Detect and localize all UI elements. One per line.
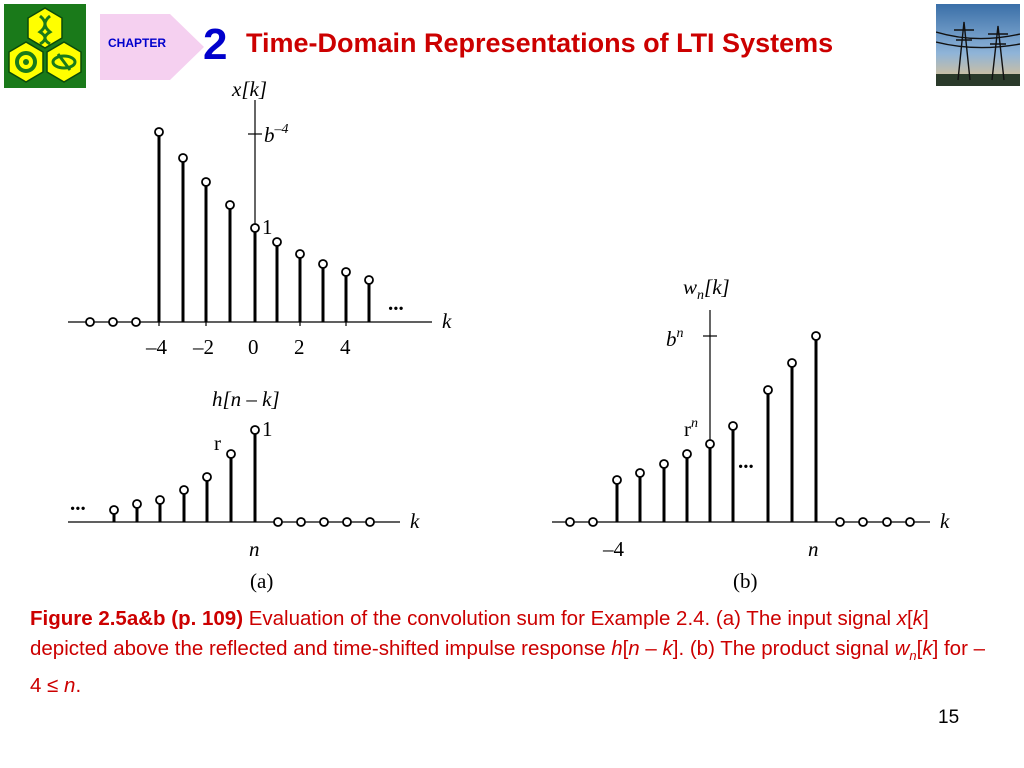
page-number: 15: [938, 707, 960, 728]
x-k-point: [272, 237, 282, 247]
x-k-point: [108, 317, 118, 327]
k-axis-label-a-bottom: k: [410, 509, 420, 533]
b-minus4-label: b–4: [264, 122, 289, 147]
h-n-minus-k-point: [365, 517, 375, 527]
w-n-k-point: [565, 517, 575, 527]
h-n-minus-k-point: [132, 499, 142, 509]
tick-minus2: –2: [192, 335, 214, 359]
x-k-point: [295, 249, 305, 259]
h-n-minus-k-point: [273, 517, 283, 527]
chapter-number: 2: [203, 20, 228, 69]
unit-label-a-bottom: 1: [262, 417, 273, 441]
x-k-point: [318, 259, 328, 269]
r-label: r: [214, 431, 221, 455]
w-n-k-label: wn[k]: [683, 275, 730, 303]
h-n-minus-k-point: [155, 495, 165, 505]
subfigure-b-label: (b): [733, 569, 758, 593]
tick-2: 2: [294, 335, 305, 359]
ellipsis-a-top: ...: [388, 291, 404, 315]
caption-lead: Figure 2.5a&b (p. 109): [30, 607, 244, 630]
chapter-tab: [100, 14, 204, 80]
h-n-minus-k-point: [296, 517, 306, 527]
convolution-figure: x[k] b–4 1 ... k –4 –2 0 2 4 h[n – k] 1 …: [68, 80, 950, 593]
university-logo: [4, 4, 86, 88]
plot-h-n-minus-k: [68, 425, 400, 527]
w-n-k-point: [763, 385, 773, 395]
w-n-k-point: [858, 517, 868, 527]
subfigure-a-label: (a): [250, 569, 273, 593]
b-n-label: bn: [666, 326, 684, 351]
w-n-k-point: [612, 475, 622, 485]
k-axis-label-a-top: k: [442, 309, 452, 333]
w-n-k-point: [787, 358, 797, 368]
x-k-point: [364, 275, 374, 285]
x-k-point: [201, 177, 211, 187]
x-k-point: [225, 200, 235, 210]
w-n-k-point: [682, 449, 692, 459]
tick-minus4: –4: [145, 335, 168, 359]
w-n-k-point: [882, 517, 892, 527]
w-n-k-point: [659, 459, 669, 469]
tick-n-b: n: [808, 537, 819, 561]
unit-label-a-top: 1: [262, 215, 273, 239]
h-n-minus-k-label: h[n – k]: [212, 387, 280, 411]
x-k-point: [178, 153, 188, 163]
x-k-point: [341, 267, 351, 277]
h-n-minus-k-point: [202, 472, 212, 482]
w-n-k-point: [705, 439, 715, 449]
figure-caption: Figure 2.5a&b (p. 109) Evaluation of the…: [30, 607, 985, 698]
x-k-label: x[k]: [231, 80, 267, 101]
plot-x-k: [68, 100, 432, 327]
chapter-label: CHAPTER: [108, 36, 167, 50]
w-n-k-point: [728, 421, 738, 431]
x-k-point: [131, 317, 141, 327]
k-axis-label-b: k: [940, 509, 950, 533]
w-n-k-point: [811, 331, 821, 341]
w-n-k-point: [588, 517, 598, 527]
h-n-minus-k-point: [319, 517, 329, 527]
w-n-k-point: [635, 468, 645, 478]
power-lines-photo: [936, 4, 1020, 86]
tick-0: 0: [248, 335, 259, 359]
ellipsis-b: ...: [738, 449, 754, 473]
h-n-minus-k-point: [226, 449, 236, 459]
r-n-label: rn: [684, 416, 698, 441]
plot-w-n-k: [552, 310, 930, 527]
tick-minus4-b: –4: [602, 537, 625, 561]
h-n-minus-k-point: [179, 485, 189, 495]
tick-n-a: n: [249, 537, 260, 561]
x-k-point: [250, 223, 260, 233]
x-k-point: [85, 317, 95, 327]
w-n-k-point: [835, 517, 845, 527]
x-k-point: [154, 127, 164, 137]
h-n-minus-k-point: [342, 517, 352, 527]
ellipsis-a-bottom: ...: [70, 491, 86, 515]
h-n-minus-k-point: [109, 505, 119, 515]
tick-4: 4: [340, 335, 351, 359]
h-n-minus-k-point: [250, 425, 260, 435]
w-n-k-point: [905, 517, 915, 527]
slide-title: Time-Domain Representations of LTI Syste…: [246, 28, 834, 58]
